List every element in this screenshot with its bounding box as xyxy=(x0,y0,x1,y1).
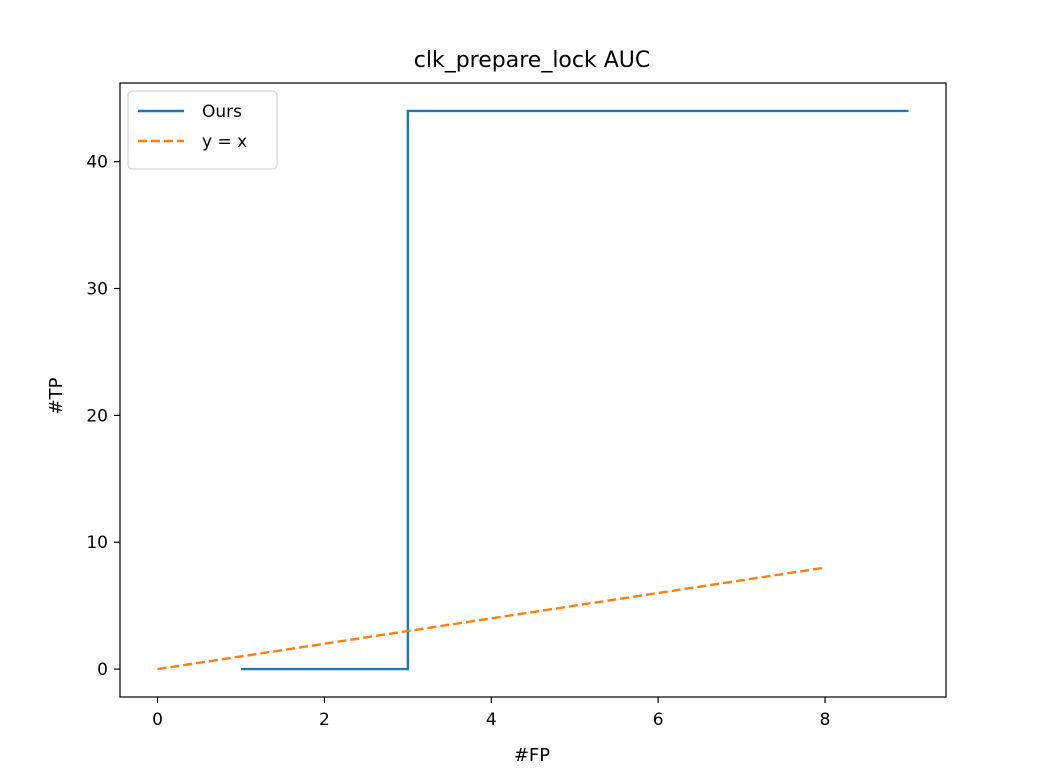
y-tick-label: 0 xyxy=(97,660,108,680)
legend: Ours y = x xyxy=(127,90,278,170)
y-axis: 0 10 20 30 40 xyxy=(86,153,120,680)
x-tick-label: 8 xyxy=(820,710,831,730)
series-line-1 xyxy=(157,566,826,671)
y-tick-label: 10 xyxy=(86,533,108,553)
y-tick-label: 30 xyxy=(86,280,108,300)
x-tick-label: 2 xyxy=(319,710,330,730)
plot-frame xyxy=(119,82,947,698)
y-axis-label: #TP xyxy=(46,377,67,414)
plot-area xyxy=(119,82,947,698)
legend-label-0: Ours xyxy=(202,102,242,122)
y-tick-label: 20 xyxy=(86,406,108,426)
x-tick-label: 4 xyxy=(486,710,497,730)
series-line-0 xyxy=(240,109,909,671)
legend-entries: Ours y = x xyxy=(138,102,247,152)
x-tick-label: 6 xyxy=(653,710,664,730)
chart-title: clk_prepare_lock AUC xyxy=(414,48,650,73)
x-tick-label: 0 xyxy=(152,710,163,730)
x-axis-label: #FP xyxy=(514,745,550,766)
series-layer xyxy=(157,109,909,671)
legend-label-1: y = x xyxy=(202,132,247,152)
y-tick-label: 40 xyxy=(86,153,108,173)
x-axis: 0 2 4 6 8 xyxy=(152,697,830,730)
